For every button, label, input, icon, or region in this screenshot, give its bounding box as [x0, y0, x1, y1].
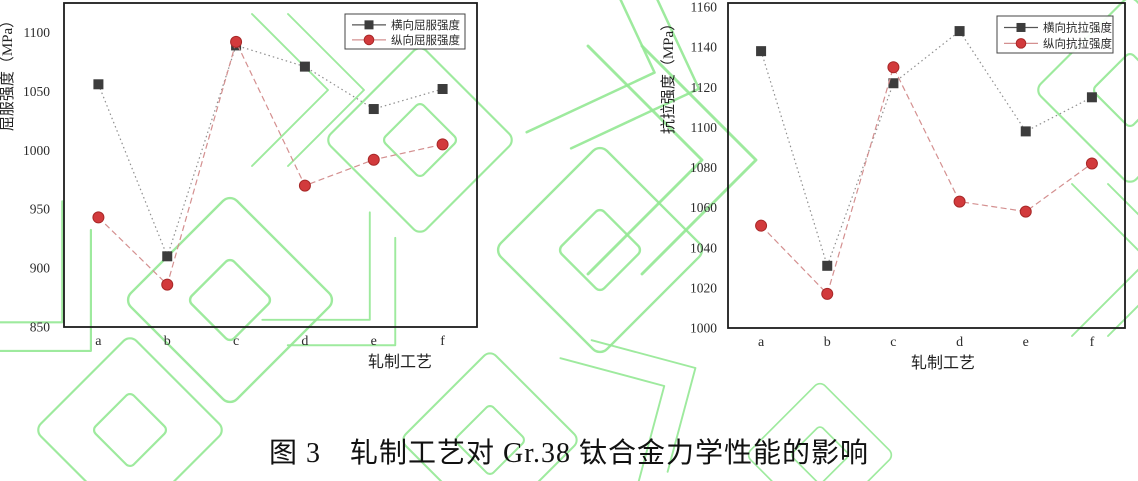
data-point-marker	[1085, 157, 1098, 170]
legend-label: 横向抗拉强度	[1043, 20, 1112, 34]
data-point-marker	[437, 84, 448, 95]
legend-marker-square	[364, 20, 374, 30]
tensile-strength-chart: 1000 1020 1040 1060 1080 1100 1120 1140 1160 a b c d…	[660, 0, 1126, 372]
data-point-marker	[756, 46, 767, 57]
series-line-0	[97, 44, 443, 259]
series-markers-0	[93, 40, 448, 262]
yield-strength-chart: 850 900 950 1000 1050 1100 a b c d e f 屈服强度（MPa） 轧制工艺…	[0, 2, 478, 371]
legend-marker-circle	[363, 34, 375, 46]
y-tick-label: 1100	[691, 120, 718, 135]
figure-caption: 图 3 轧制工艺对 Gr.38 钛合金力学性能的影响	[268, 438, 869, 469]
legend-marker-circle	[1015, 38, 1027, 49]
data-point-marker	[1020, 126, 1031, 137]
x-tick-label: b	[824, 335, 831, 350]
data-point-marker	[954, 26, 965, 37]
legend-marker-square	[1016, 22, 1026, 32]
data-point-marker	[1086, 92, 1097, 103]
x-tick-label: e	[1023, 335, 1029, 350]
x-tick-label: a	[758, 335, 765, 350]
series-line-0	[760, 30, 1093, 268]
y-tick-label: 1000	[23, 143, 50, 158]
data-point-marker	[367, 153, 380, 166]
y-tick-label: 1080	[690, 160, 717, 175]
data-point-marker	[821, 287, 834, 300]
data-point-marker	[822, 260, 833, 271]
x-tick-label: f	[440, 334, 445, 349]
data-point-marker	[230, 35, 243, 48]
data-point-marker	[299, 61, 310, 72]
y-tick-label: 1000	[690, 321, 717, 336]
x-tick-label: d	[301, 334, 308, 349]
y-tick-label: 1120	[691, 80, 718, 95]
data-point-marker	[755, 219, 768, 232]
x-tick-label: f	[1090, 335, 1095, 350]
x-axis-tick-labels: a b c d e f	[95, 334, 445, 349]
y-tick-label: 1140	[691, 40, 718, 55]
data-point-marker	[1019, 205, 1032, 218]
y-axis-title: 屈服强度（MPa）	[0, 13, 16, 131]
data-point-marker	[161, 278, 174, 291]
x-tick-label: c	[890, 335, 896, 350]
data-point-marker	[93, 79, 104, 90]
x-axis-title: 轧制工艺	[368, 353, 432, 371]
plot-border	[727, 2, 1126, 329]
plot-border	[63, 2, 478, 328]
y-tick-label: 850	[30, 320, 51, 335]
y-tick-label: 1050	[23, 84, 50, 99]
x-tick-label: d	[956, 335, 963, 350]
series-line-1	[97, 40, 443, 286]
x-axis-tick-labels: a b c d e f	[758, 335, 1095, 350]
series-markers-1	[92, 35, 449, 291]
series-markers-1	[755, 61, 1098, 300]
y-tick-label: 900	[30, 261, 51, 276]
data-point-marker	[162, 251, 173, 262]
y-tick-label: 1040	[690, 240, 717, 255]
data-point-marker	[888, 78, 899, 89]
legend-label: 横向屈服强度	[391, 18, 460, 32]
series-line-1	[760, 65, 1093, 296]
data-point-marker	[953, 195, 966, 208]
x-tick-label: c	[233, 334, 239, 349]
y-axis-tick-labels: 1000 1020 1040 1060 1080 1100 1120 1140 1160	[690, 0, 718, 336]
y-tick-label: 950	[30, 202, 51, 217]
x-tick-label: e	[371, 334, 377, 349]
data-point-marker	[436, 138, 449, 151]
y-tick-label: 1100	[24, 25, 51, 40]
data-point-marker	[887, 61, 900, 74]
y-tick-label: 1060	[690, 200, 717, 215]
y-axis-title: 抗拉强度（MPa）	[660, 16, 677, 134]
y-axis-tick-labels: 850 900 950 1000 1050 1100	[23, 25, 50, 335]
y-tick-label: 1160	[691, 0, 718, 15]
legend-label: 纵向抗拉强度	[1043, 36, 1112, 50]
legend-label: 纵向屈服强度	[391, 33, 460, 47]
data-point-marker	[92, 211, 105, 224]
data-point-marker	[368, 104, 379, 115]
legend-box	[996, 15, 1114, 54]
y-tick-label: 1020	[690, 280, 717, 295]
x-axis-title: 轧制工艺	[911, 354, 975, 372]
series-markers-0	[756, 26, 1097, 271]
x-tick-label: b	[164, 334, 171, 349]
x-tick-label: a	[95, 334, 102, 349]
data-point-marker	[298, 179, 311, 192]
